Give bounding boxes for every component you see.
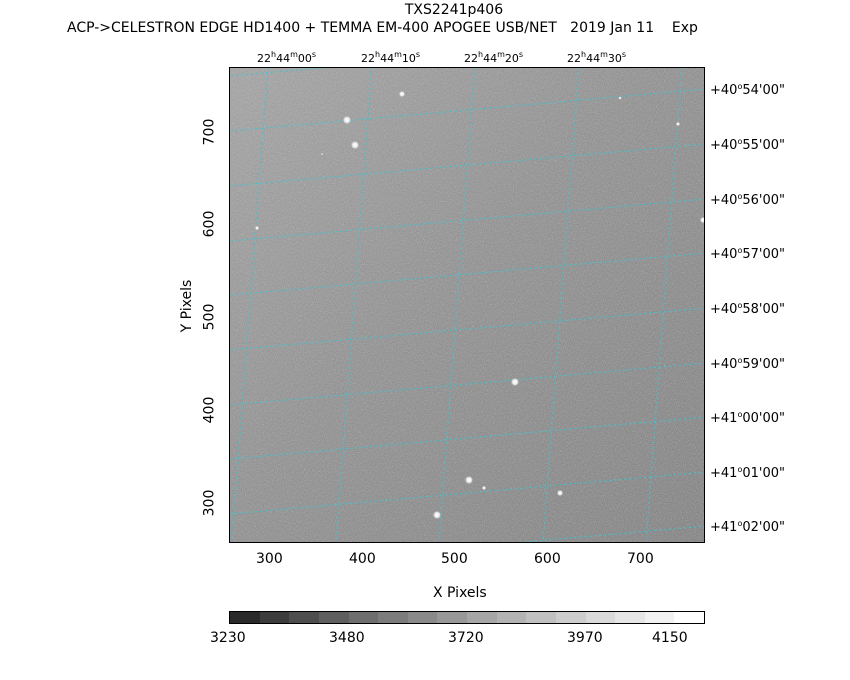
colorbar-segment (674, 612, 704, 623)
y-tick-label: 300 (201, 489, 218, 517)
y-tick-label: 400 (201, 396, 218, 424)
star (321, 153, 323, 155)
x-tick-label: 600 (534, 551, 561, 567)
image-subtitle: ACP->CELESTRON EDGE HD1400 + TEMMA EM-40… (67, 20, 698, 36)
dec-tick-label: +41o00'00" (710, 410, 786, 426)
x-tick-label: 700 (627, 551, 654, 567)
star (351, 141, 359, 149)
colorbar-segment (615, 612, 645, 623)
y-tick-label: 700 (201, 118, 218, 146)
sky-image[interactable] (229, 67, 705, 543)
dec-tick-label: +40o54'00" (710, 82, 786, 98)
colorbar-segment (437, 612, 467, 623)
colorbar-segment (230, 612, 260, 623)
y-tick-label: 500 (201, 303, 218, 331)
colorbar (229, 611, 705, 624)
colorbar-label: 4150 (652, 630, 688, 646)
dec-tick-label: +41o01'00" (710, 465, 786, 481)
colorbar-segment (289, 612, 319, 623)
colorbar-segment (378, 612, 408, 623)
colorbar-label: 3720 (448, 630, 484, 646)
star (343, 116, 351, 124)
star (399, 91, 405, 97)
colorbar-label: 3480 (329, 630, 365, 646)
colorbar-segment (259, 612, 290, 623)
dec-tick-label: +40o59'00" (710, 356, 786, 372)
star (482, 486, 486, 490)
colorbar-segment (496, 612, 527, 623)
dec-tick-label: +40o57'00" (710, 246, 786, 262)
colorbar-segment (585, 612, 616, 623)
colorbar-label: 3970 (567, 630, 603, 646)
x-tick-label: 400 (349, 551, 376, 567)
sky-image-canvas (230, 68, 704, 542)
star (557, 490, 563, 496)
star (465, 476, 473, 484)
star (700, 217, 704, 223)
star (676, 122, 680, 126)
ra-tick-label: 22h44m00s (257, 50, 317, 65)
star (511, 378, 519, 386)
colorbar-segment (526, 612, 556, 623)
dec-tick-label: +40o56'00" (710, 192, 786, 208)
x-axis-label: X Pixels (433, 585, 487, 601)
ra-tick-label: 22h44m30s (567, 50, 627, 65)
colorbar-segment (407, 612, 438, 623)
star (433, 511, 441, 519)
image-title: TXS2241p406 (404, 2, 504, 18)
colorbar-segment (555, 612, 586, 623)
colorbar-segment (467, 612, 497, 623)
dec-tick-label: +41o02'00" (710, 519, 786, 535)
dec-tick-label: +40o58'00" (710, 301, 786, 317)
colorbar-label: 3230 (210, 630, 246, 646)
colorbar-segment (348, 612, 379, 623)
star (255, 226, 259, 230)
y-tick-label: 600 (201, 210, 218, 238)
sky-noise (230, 68, 704, 542)
x-tick-label: 500 (441, 551, 468, 567)
y-axis-label: Y Pixels (179, 279, 195, 333)
colorbar-segment (318, 612, 349, 623)
stars (255, 91, 704, 519)
ra-tick-label: 22h44m20s (464, 50, 524, 65)
star (618, 96, 622, 100)
dec-tick-label: +40o55'00" (710, 137, 786, 153)
colorbar-segment (644, 612, 675, 623)
ra-tick-label: 22h44m10s (361, 50, 421, 65)
x-tick-label: 300 (256, 551, 283, 567)
